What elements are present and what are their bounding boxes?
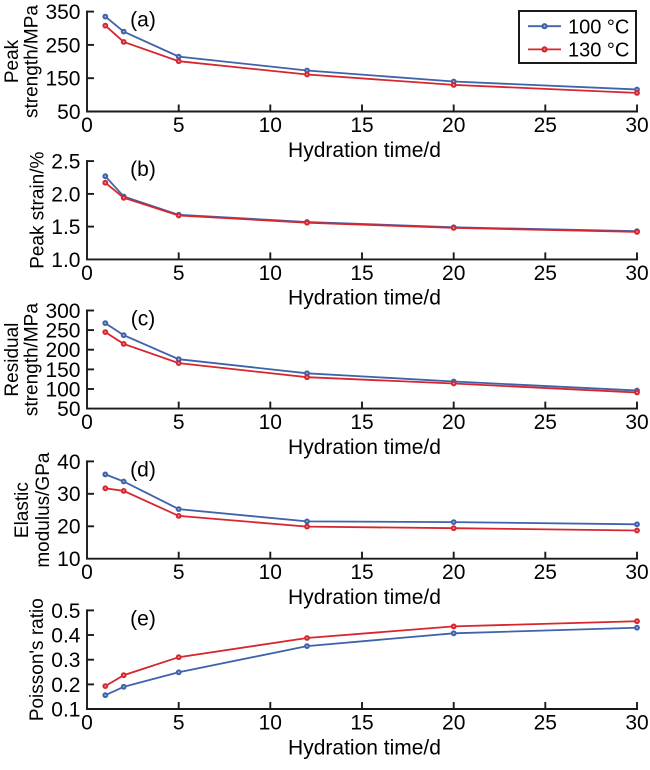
svg-text:0: 0	[81, 712, 93, 735]
svg-text:0.4: 0.4	[51, 624, 81, 647]
svg-text:15: 15	[350, 411, 373, 434]
svg-text:Hydration time/d: Hydration time/d	[288, 139, 441, 162]
svg-text:1.5: 1.5	[51, 216, 80, 239]
svg-text:(a): (a)	[130, 9, 156, 32]
svg-text:15: 15	[350, 114, 373, 137]
svg-text:25: 25	[534, 561, 557, 584]
svg-text:Poisson's ratio: Poisson's ratio	[27, 598, 48, 721]
svg-text:0.3: 0.3	[51, 649, 80, 672]
svg-text:0.2: 0.2	[51, 674, 80, 697]
svg-text:50: 50	[57, 398, 80, 421]
svg-text:Hydration time/d: Hydration time/d	[288, 436, 441, 459]
svg-text:30: 30	[57, 483, 80, 506]
svg-text:5: 5	[173, 712, 185, 735]
svg-text:0: 0	[81, 411, 93, 434]
svg-text:Hydration time/d: Hydration time/d	[288, 586, 441, 609]
svg-text:0: 0	[81, 262, 93, 285]
svg-text:50: 50	[57, 101, 80, 124]
svg-text:Residual: Residual	[2, 323, 23, 397]
svg-text:100: 100	[45, 378, 80, 401]
svg-text:20: 20	[442, 114, 465, 137]
svg-text:10: 10	[259, 411, 282, 434]
svg-text:20: 20	[442, 561, 465, 584]
svg-text:150: 150	[45, 68, 80, 91]
svg-text:300: 300	[45, 300, 80, 323]
svg-text:5: 5	[173, 561, 185, 584]
svg-text:(c): (c)	[131, 308, 156, 331]
svg-text:250: 250	[45, 34, 80, 57]
svg-text:10: 10	[259, 712, 282, 735]
svg-text:0: 0	[81, 561, 93, 584]
svg-text:25: 25	[534, 712, 557, 735]
svg-text:100 °C: 100 °C	[568, 16, 629, 38]
svg-text:20: 20	[442, 712, 465, 735]
svg-text:5: 5	[173, 114, 185, 137]
svg-text:250: 250	[45, 320, 80, 343]
svg-text:30: 30	[625, 411, 648, 434]
svg-text:30: 30	[625, 561, 648, 584]
svg-text:Peak strain/%: Peak strain/%	[28, 151, 49, 268]
svg-text:Peak: Peak	[2, 39, 23, 83]
svg-text:10: 10	[259, 114, 282, 137]
svg-text:Hydration time/d: Hydration time/d	[288, 287, 441, 310]
svg-text:2.5: 2.5	[51, 151, 80, 174]
svg-text:15: 15	[350, 712, 373, 735]
svg-text:25: 25	[534, 114, 557, 137]
svg-text:20: 20	[442, 262, 465, 285]
svg-text:10: 10	[57, 548, 80, 571]
svg-text:30: 30	[625, 114, 648, 137]
svg-text:350: 350	[45, 1, 80, 24]
svg-text:15: 15	[350, 561, 373, 584]
svg-text:5: 5	[173, 262, 185, 285]
svg-text:(b): (b)	[130, 158, 156, 181]
svg-text:0.5: 0.5	[51, 600, 80, 623]
svg-text:2.0: 2.0	[51, 183, 80, 206]
svg-text:strength/MPa: strength/MPa	[22, 5, 43, 118]
svg-text:10: 10	[259, 561, 282, 584]
svg-text:strength/MPa: strength/MPa	[22, 303, 43, 416]
svg-text:30: 30	[625, 712, 648, 735]
svg-text:20: 20	[442, 411, 465, 434]
svg-text:0.1: 0.1	[51, 698, 80, 721]
svg-text:20: 20	[57, 516, 80, 539]
svg-text:(d): (d)	[130, 458, 156, 481]
svg-text:5: 5	[173, 411, 185, 434]
svg-text:0: 0	[81, 114, 93, 137]
svg-text:Hydration time/d: Hydration time/d	[288, 736, 441, 759]
svg-text:Elastic: Elastic	[12, 482, 33, 538]
svg-text:40: 40	[57, 451, 80, 474]
svg-text:1.0: 1.0	[51, 249, 80, 272]
svg-text:200: 200	[45, 339, 80, 362]
svg-text:modulus/GPa: modulus/GPa	[33, 452, 54, 568]
svg-text:10: 10	[259, 262, 282, 285]
svg-text:(e): (e)	[130, 607, 156, 630]
svg-text:150: 150	[45, 359, 80, 382]
svg-text:15: 15	[350, 262, 373, 285]
svg-text:25: 25	[534, 411, 557, 434]
svg-text:25: 25	[534, 262, 557, 285]
svg-text:30: 30	[625, 262, 648, 285]
svg-text:130 °C: 130 °C	[568, 40, 629, 62]
